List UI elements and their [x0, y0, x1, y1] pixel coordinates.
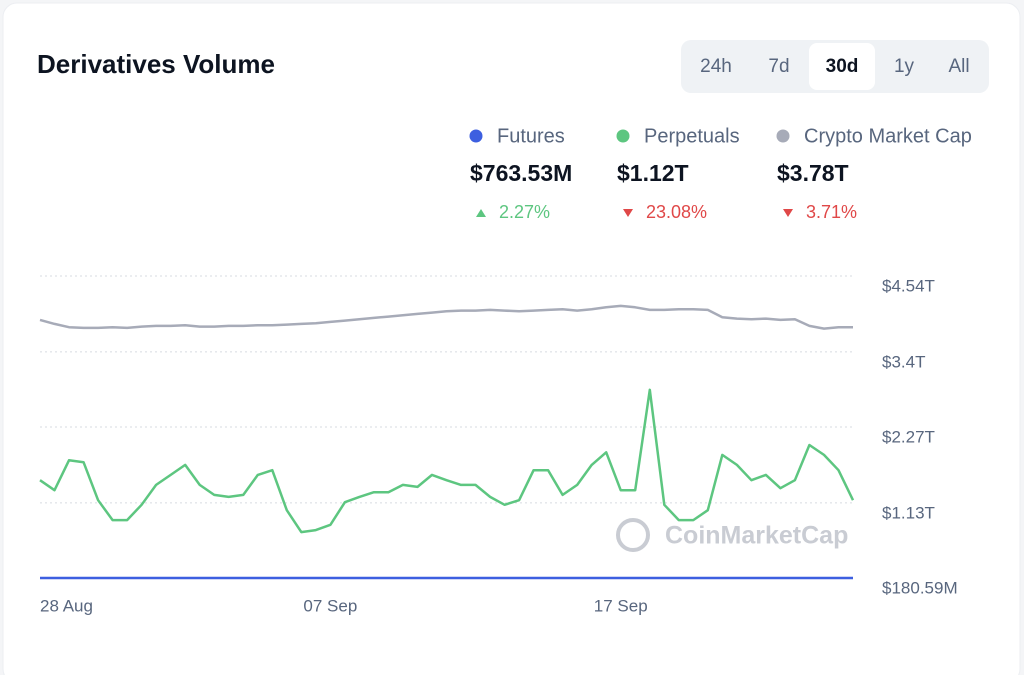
legend-name: Futures — [497, 125, 565, 147]
legend-dot — [616, 129, 630, 143]
x-tick-label: 28 Aug — [40, 596, 93, 615]
range-button-active[interactable] — [809, 43, 875, 90]
change-arrow — [623, 209, 633, 217]
range-button[interactable]: 30d — [826, 56, 859, 77]
watermark: CoinMarketCap — [665, 522, 848, 550]
change-arrow — [476, 209, 486, 217]
legend-value: $763.53M — [470, 160, 572, 186]
change-label: 3.71% — [806, 202, 857, 222]
y-tick-label: $3.4T — [882, 352, 925, 371]
legend-name: Crypto Market Cap — [804, 125, 972, 147]
plot: CoinMarketCap $4.54T $3.4T $2.27T $1.13T $180… — [39, 275, 958, 615]
x-tick-label: 07 Sep — [303, 596, 357, 615]
change-label: 23.08% — [646, 202, 707, 222]
chart-title: Derivatives Volume — [37, 49, 275, 79]
legend-dot — [776, 129, 790, 143]
legend-name: Perpetuals — [644, 125, 740, 147]
series-line — [39, 304, 853, 330]
x-tick-label: 17 Sep — [594, 596, 648, 615]
watermark-logo — [616, 518, 650, 552]
y-tick-label: $180.59M — [882, 578, 958, 597]
range-buttons: 24h 7d 30d 1y All — [700, 43, 970, 90]
legend-value: $3.78T — [777, 160, 849, 186]
series-line — [39, 388, 855, 534]
range-button[interactable]: 7d — [768, 56, 789, 77]
range-button[interactable]: 24h — [700, 56, 732, 77]
legend-value: $1.12T — [617, 160, 689, 186]
range-button[interactable]: All — [948, 56, 969, 77]
change-label: 2.27% — [499, 202, 550, 222]
legend: Futures $763.53M 2.27% Perpetuals $1.12T 23.0… — [469, 125, 972, 222]
change-arrow — [783, 209, 793, 217]
y-tick-label: $2.27T — [882, 427, 935, 446]
y-tick-label: $1.13T — [882, 503, 935, 522]
legend-dot — [469, 129, 483, 143]
y-tick-label: $4.54T — [882, 276, 935, 295]
range-button[interactable]: 1y — [894, 56, 915, 77]
